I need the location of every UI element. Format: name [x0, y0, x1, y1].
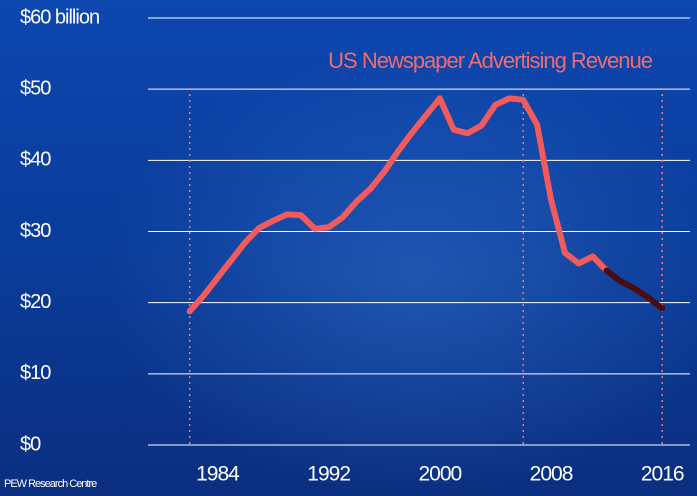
source: PEW Research Centre [4, 478, 97, 490]
x-tick-label: 2000 [418, 463, 461, 486]
x-tick-label: 1992 [307, 463, 350, 486]
x-tick-label: 1984 [196, 463, 240, 486]
y-tick-label: $30 [20, 220, 51, 242]
series-line [603, 267, 666, 312]
chart-title: US Newspaper Advertising Revenue [328, 48, 653, 73]
y-tick-label: $0 [20, 433, 41, 455]
y-tick-label: $20 [20, 291, 51, 313]
y-tick-label: $50 [20, 77, 51, 99]
x-tick-label: 2016 [641, 463, 684, 486]
y-tick-label: $10 [20, 362, 51, 384]
series-line [186, 95, 610, 315]
y-tick-label: $40 [20, 149, 51, 171]
y-tick-label: $60 billion [20, 6, 99, 28]
x-tick-label: 2008 [530, 463, 573, 486]
